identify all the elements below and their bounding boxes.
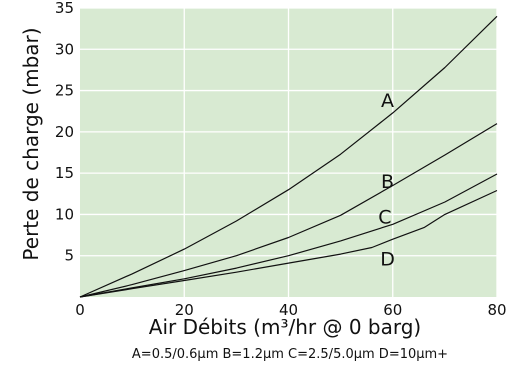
x-tick-label-4: 80 (487, 301, 506, 319)
y-tick-label-4: 25 (55, 82, 74, 100)
x-axis-label: Air Débits (m³/hr @ 0 barg) (149, 315, 421, 339)
series-lines (79, 15, 498, 298)
x-tick-label-0: 0 (75, 301, 85, 319)
x-tick-label-2: 40 (279, 301, 298, 319)
y-axis-label: Perte de charge (mbar) (19, 27, 43, 260)
x-tick-labels: 0 20 40 60 80 (75, 301, 506, 319)
y-tick-label-0: 5 (64, 247, 74, 265)
y-tick-label-6: 35 (55, 0, 74, 17)
filter-grade-legend: A=0.5/0.6μm B=1.2μm C=2.5/5.0μm D=10μm+ (132, 347, 448, 362)
series-line-d (79, 189, 498, 298)
y-tick-label-2: 15 (55, 164, 74, 182)
x-tick-label-3: 60 (383, 301, 402, 319)
series-line-a (79, 15, 498, 298)
y-tick-labels: 5 10 15 20 25 30 35 (55, 0, 74, 265)
curve-label-a: A (381, 90, 394, 112)
y-tick-label-1: 10 (55, 205, 74, 223)
series-line-b (79, 123, 498, 298)
curve-label-b: B (381, 171, 394, 193)
series-line-c (79, 173, 498, 298)
y-tick-label-3: 20 (55, 123, 74, 141)
grid (80, 7, 498, 297)
curve-labels: A BCD (378, 90, 395, 271)
curve-label-d: D (380, 249, 395, 271)
curve-label-c: C (378, 207, 391, 229)
x-tick-label-1: 20 (175, 301, 194, 319)
y-tick-label-5: 30 (55, 40, 74, 58)
